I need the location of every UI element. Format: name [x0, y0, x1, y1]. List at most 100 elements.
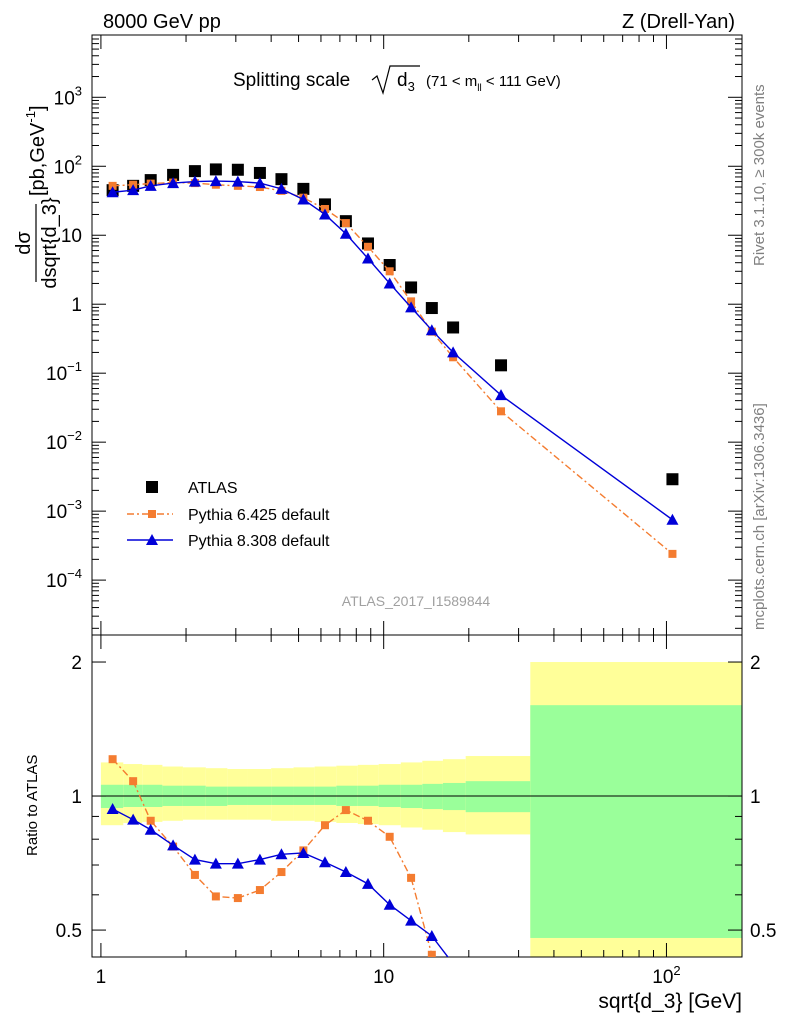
- legend: ATLAS Pythia 6.425 default Pythia 8.308 de…: [127, 480, 330, 550]
- data-point-pythia-8-308-default: [106, 186, 119, 198]
- data-point-pythia-8-308-default: [209, 857, 222, 869]
- data-point-pythia-8-308-default: [144, 823, 157, 835]
- header-right: Z (Drell-Yan): [622, 11, 735, 33]
- data-point-atlas: [275, 173, 288, 186]
- data-point-pythia-8-308-default: [495, 988, 507, 999]
- data-point-pythia-8-308-default: [144, 179, 157, 191]
- ratio-y-tick-label: 2: [71, 653, 82, 674]
- data-point-atlas: [405, 281, 418, 294]
- data-point-pythia-8-308-default: [253, 853, 266, 865]
- data-point-pythia-8-308-default: [106, 803, 119, 815]
- data-point-pythia-6-425-default: [277, 868, 286, 877]
- data-point-pythia-8-308-default: [209, 175, 222, 187]
- data-point-pythia-8-308-default: [188, 853, 201, 865]
- data-point-atlas: [495, 359, 508, 372]
- data-point-atlas: [231, 163, 244, 176]
- ratio-y-tick-label-right: 2: [750, 653, 761, 674]
- data-point-atlas: [666, 473, 679, 486]
- data-point-pythia-8-308-default: [495, 389, 508, 401]
- data-point-pythia-6-425-default: [146, 816, 155, 825]
- ratio-band-stat: [465, 781, 531, 813]
- data-point-pythia-8-308-default: [447, 346, 460, 358]
- plot-title-text: Splitting scale: [233, 70, 350, 91]
- data-point-pythia-6-425-default: [363, 242, 372, 251]
- plot-title-cut: (71 < mll < 111 GeV): [426, 73, 561, 94]
- y-tick-label: 1: [71, 295, 82, 316]
- ratio-y-tick-label: 1: [71, 787, 82, 808]
- data-point-pythia-8-308-default: [405, 914, 418, 926]
- data-point-pythia-8-308-default: [383, 898, 396, 910]
- data-point-pythia-6-425-default: [668, 549, 677, 558]
- data-point-pythia-6-425-default: [233, 894, 242, 903]
- data-point-atlas: [425, 302, 438, 315]
- watermark: ATLAS_2017_I1589844: [342, 593, 491, 609]
- plot-title-symbol: d3: [397, 70, 415, 94]
- data-point-pythia-8-308-default: [361, 877, 374, 889]
- data-point-pythia-6-425-default: [385, 832, 394, 841]
- legend-marker-pythia-8-308-default: [146, 534, 158, 545]
- data-point-pythia-8-308-default: [425, 929, 438, 941]
- legend-label-atlas: ATLAS: [188, 480, 238, 497]
- data-point-pythia-8-308-default: [318, 208, 331, 220]
- ylabel-denominator: dsqrt{d_3}: [39, 197, 61, 289]
- data-point-pythia-6-425-default: [211, 892, 220, 901]
- y-tick-label: 102: [54, 152, 82, 178]
- main-axis-ticks: 10−4 10−3 10−2 10−1 1 10 102 103: [46, 34, 742, 635]
- ratio-axis-ticks: 1 10 102 0.5 0.5 1 1 2 2: [56, 635, 776, 988]
- data-point-atlas: [253, 166, 266, 179]
- sqrt-symbol: [371, 65, 420, 96]
- data-point-pythia-6-425-default: [449, 990, 457, 998]
- data-point-pythia-8-308-default: [253, 177, 266, 189]
- y-tick-label: 10−3: [46, 497, 82, 523]
- main-series: [106, 163, 679, 558]
- plot-title: Splitting scale: [233, 70, 350, 91]
- data-point-pythia-8-308-default: [666, 513, 679, 525]
- data-point-pythia-8-308-default: [425, 324, 438, 336]
- data-point-pythia-8-308-default: [297, 846, 310, 858]
- data-point-pythia-8-308-default: [275, 182, 288, 194]
- data-point-pythia-6-425-default: [407, 873, 416, 882]
- data-point-pythia-6-425-default: [255, 886, 264, 895]
- data-point-pythia-8-308-default: [275, 848, 288, 860]
- data-point-pythia-8-308-default: [339, 866, 352, 878]
- data-point-pythia-8-308-default: [167, 839, 180, 851]
- y-tick-label: 103: [54, 83, 82, 109]
- data-point-pythia-6-425-default: [108, 181, 117, 190]
- data-point-pythia-6-425-default: [363, 816, 372, 825]
- data-point-pythia-8-308-default: [167, 177, 180, 189]
- data-point-pythia-8-308-default: [318, 856, 331, 868]
- data-point-pythia-8-308-default: [127, 184, 140, 196]
- ratio-y-tick-label-right: 1: [750, 787, 761, 808]
- header-left: 8000 GeV pp: [103, 11, 221, 33]
- plot-title-symbol-sub: 3: [408, 79, 415, 94]
- data-point-pythia-8-308-default: [447, 958, 459, 969]
- plot-title-cut-sub: ll: [477, 83, 481, 94]
- rivet-label: Rivet 3.1.10, ≥ 300k events: [751, 84, 768, 266]
- ratio-y-tick-label: 0.5: [56, 921, 82, 942]
- ylabel-numerator: dσ: [13, 231, 35, 255]
- data-point-pythia-6-425-default: [385, 267, 394, 276]
- legend-marker-atlas: [146, 481, 158, 493]
- y-tick-label: 10−1: [46, 359, 82, 385]
- data-point-pythia-8-308-default: [383, 277, 396, 289]
- data-point-pythia-6-425-default: [497, 407, 506, 416]
- series-line-pythia-8-308-default: [112, 808, 449, 957]
- data-point-pythia-8-308-default: [231, 857, 244, 869]
- data-point-atlas: [447, 321, 460, 334]
- series-line-pythia-8-308-default: [112, 180, 673, 521]
- x-tick-label: 1: [96, 967, 107, 988]
- y-tick-label: 10: [61, 226, 82, 247]
- data-point-pythia-8-308-default: [127, 813, 140, 825]
- ylabel-units: [pb,GeV-1]: [23, 105, 49, 196]
- ratio-band-stat: [530, 705, 742, 938]
- data-point-atlas: [167, 168, 180, 181]
- ratio-bands: [100, 662, 742, 957]
- data-point-pythia-8-308-default: [231, 175, 244, 187]
- legend-label-pythia-8-308-default: Pythia 8.308 default: [188, 533, 330, 550]
- legend-label-pythia-6-425-default: Pythia 6.425 default: [188, 507, 330, 524]
- ratio-y-axis-label: Ratio to ATLAS: [24, 755, 41, 856]
- data-point-pythia-6-425-default: [427, 950, 436, 957]
- ratio-y-tick-label-right: 0.5: [750, 921, 776, 942]
- x-tick-label: 102: [652, 963, 680, 988]
